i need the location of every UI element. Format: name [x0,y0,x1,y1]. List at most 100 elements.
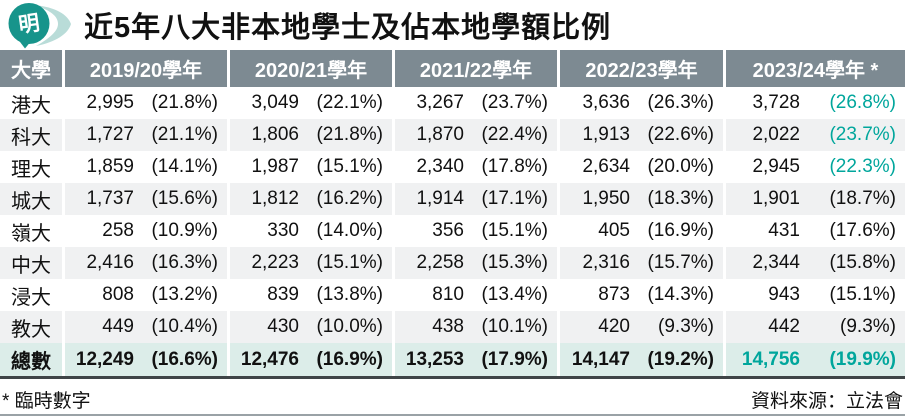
quota-percentage: (15.8%) [829,252,896,273]
student-count: 12,476 [240,348,299,370]
student-count: 1,727 [86,124,134,145]
value-cell: 2,416 (16.3%) [62,247,227,279]
quota-percentage: (26.8%) [829,92,896,113]
value-cell: 420 (9.3%) [557,311,723,343]
value-cell: 438 (10.1%) [392,311,557,343]
quota-percentage: (13.4%) [481,284,548,305]
student-count: 1,987 [251,156,299,177]
student-count: 3,049 [251,92,299,113]
value-cell: 1,987 (15.1%) [227,151,392,183]
student-count: 258 [102,220,134,241]
value-cell: 1,950 (18.3%) [557,183,723,215]
table-row: 理大 1,859 (14.1%) 1,987 (15.1%) 2,340 (17.8%) 2,… [0,151,905,183]
value-cell: 808 (13.2%) [62,279,227,311]
column-header-year-2022-23: 2022/23學年 [557,50,723,87]
quota-percentage: (16.6%) [151,348,218,370]
quota-percentage: (23.7%) [481,92,548,113]
student-count: 3,267 [416,92,464,113]
value-cell: 2,995 (21.8%) [62,87,227,119]
value-cell: 1,727 (21.1%) [62,119,227,151]
table-row: 中大 2,416 (16.3%) 2,223 (15.1%) 2,258 (15.3%) 2,… [0,247,905,279]
quota-percentage: (21.8%) [316,124,383,145]
quota-percentage: (13.2%) [151,284,218,305]
quota-percentage: (17.9%) [481,348,548,370]
student-count: 2,344 [752,252,800,273]
student-count: 810 [432,284,464,305]
student-count: 1,950 [582,188,630,209]
student-count: 1,914 [416,188,464,209]
quota-percentage: (22.6%) [647,124,714,145]
quota-percentage: (16.9%) [316,348,383,370]
value-cell: 2,945 (22.3%) [723,151,905,183]
value-cell: 258 (10.9%) [62,215,227,247]
student-count: 839 [267,284,299,305]
quota-percentage: (17.6%) [829,220,896,241]
student-count: 1,859 [86,156,134,177]
quota-percentage: (14.3%) [647,284,714,305]
student-count: 431 [768,220,800,241]
student-count: 356 [432,220,464,241]
quota-percentage: (10.4%) [151,316,218,337]
quota-percentage: (15.1%) [316,156,383,177]
quota-percentage: (10.0%) [316,316,383,337]
student-count: 2,945 [752,156,800,177]
student-count: 3,636 [582,92,630,113]
student-count: 808 [102,284,134,305]
table-row: 港大 2,995 (21.8%) 3,049 (22.1%) 3,267 (23.7%) 3,… [0,87,905,119]
value-cell: 2,223 (15.1%) [227,247,392,279]
value-cell: 2,340 (17.8%) [392,151,557,183]
student-count: 1,913 [582,124,630,145]
data-source: 資料來源：立法會 [750,391,903,412]
quota-percentage: (17.1%) [481,188,548,209]
quota-percentage: (15.1%) [829,284,896,305]
bottom-rule [0,414,905,416]
value-cell: 2,634 (20.0%) [557,151,723,183]
value-cell: 839 (13.8%) [227,279,392,311]
value-cell: 1,812 (16.2%) [227,183,392,215]
value-cell: 431 (17.6%) [723,215,905,247]
student-count: 420 [598,316,630,337]
column-header-year-2021-22: 2021/22學年 [392,50,557,87]
student-count: 12,249 [75,348,134,370]
value-cell: 873 (14.3%) [557,279,723,311]
value-cell: 1,859 (14.1%) [62,151,227,183]
student-count: 14,756 [741,348,800,370]
value-cell: 3,728 (26.8%) [723,87,905,119]
title-bar: 明 近5年八大非本地學士及佔本地學額比例 [0,0,905,50]
quota-percentage: (21.1%) [151,124,218,145]
student-count: 14,147 [571,348,630,370]
value-cell: 12,476 (16.9%) [227,343,392,376]
quota-percentage: (10.1%) [481,316,548,337]
quota-percentage: (15.6%) [151,188,218,209]
column-header-year-2020-21: 2020/21學年 [227,50,392,87]
value-cell: 14,756 (19.9%) [723,343,905,376]
quota-percentage: (9.3%) [658,316,714,337]
value-cell: 14,147 (19.2%) [557,343,723,376]
quota-percentage: (10.9%) [151,220,218,241]
student-count: 438 [432,316,464,337]
value-cell: 2,344 (15.8%) [723,247,905,279]
quota-percentage: (22.1%) [316,92,383,113]
value-cell: 356 (15.1%) [392,215,557,247]
student-count: 430 [267,316,299,337]
student-count: 943 [768,284,800,305]
column-header-university: 大學 [0,50,62,87]
student-count: 1,870 [416,124,464,145]
value-cell: 943 (15.1%) [723,279,905,311]
value-cell: 3,636 (26.3%) [557,87,723,119]
quota-percentage: (16.2%) [316,188,383,209]
value-cell: 405 (16.9%) [557,215,723,247]
university-name: 理大 [11,158,51,181]
value-cell: 2,258 (15.3%) [392,247,557,279]
student-count: 2,340 [416,156,464,177]
quota-percentage: (20.0%) [647,156,714,177]
quota-percentage: (18.7%) [829,188,896,209]
footnote: * 臨時數字 [2,391,91,412]
page-title: 近5年八大非本地學士及佔本地學額比例 [84,12,612,44]
student-count: 873 [598,284,630,305]
student-count: 2,634 [582,156,630,177]
student-count: 2,316 [582,252,630,273]
student-count: 2,022 [752,124,800,145]
student-count: 442 [768,316,800,337]
